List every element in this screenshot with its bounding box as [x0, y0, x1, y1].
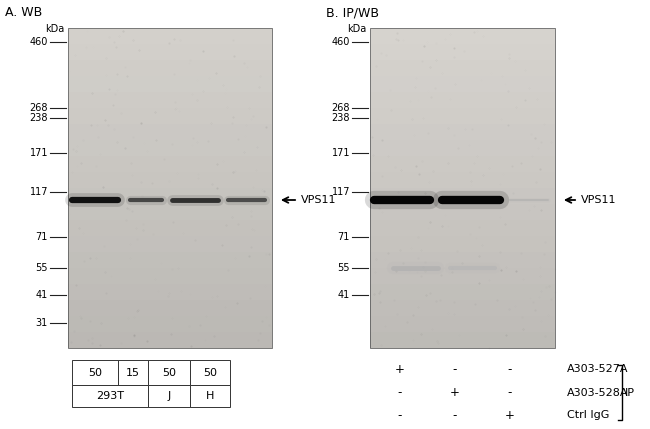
Text: 293T: 293T [96, 391, 124, 401]
Bar [370, 60, 555, 76]
Bar [370, 44, 555, 60]
Text: A303-527A: A303-527A [567, 365, 629, 375]
Bar [68, 92, 272, 108]
Text: -: - [508, 386, 512, 399]
Text: -: - [398, 409, 402, 422]
Bar [68, 140, 272, 156]
Text: A. WB: A. WB [5, 6, 42, 19]
Text: +: + [395, 363, 405, 376]
Text: 460: 460 [332, 37, 350, 47]
Text: -: - [453, 409, 457, 422]
Text: 41: 41 [338, 290, 350, 300]
Bar [190, 385, 230, 407]
Text: 71: 71 [337, 232, 350, 242]
Bar [68, 236, 272, 252]
Bar [370, 220, 555, 236]
Bar [68, 76, 272, 92]
Text: Ctrl IgG: Ctrl IgG [567, 411, 610, 420]
Bar [148, 385, 190, 407]
Text: 15: 15 [126, 368, 140, 378]
Text: +: + [450, 386, 460, 399]
Bar [370, 300, 555, 316]
Text: 238: 238 [332, 113, 350, 123]
Bar [68, 156, 272, 172]
Bar [370, 156, 555, 172]
Bar [68, 252, 272, 268]
Text: +: + [505, 409, 515, 422]
Text: 268: 268 [332, 103, 350, 113]
Bar [190, 360, 230, 385]
Bar [370, 140, 555, 156]
Text: -: - [453, 363, 457, 376]
Bar [68, 44, 272, 60]
Bar [118, 360, 148, 385]
Bar [370, 28, 555, 348]
Bar [370, 204, 555, 220]
Text: 41: 41 [36, 290, 48, 300]
Text: 31: 31 [36, 318, 48, 328]
Bar [68, 124, 272, 140]
Bar [68, 284, 272, 300]
Text: 171: 171 [332, 148, 350, 158]
Text: B. IP/WB: B. IP/WB [326, 6, 380, 19]
Bar [68, 28, 272, 348]
Bar [370, 332, 555, 348]
Bar [370, 252, 555, 268]
Text: kDa: kDa [346, 24, 366, 34]
Text: J: J [168, 391, 170, 401]
Text: VPS11: VPS11 [301, 195, 337, 205]
Bar [370, 284, 555, 300]
Text: 117: 117 [332, 187, 350, 197]
Bar [68, 316, 272, 332]
Bar [68, 332, 272, 348]
Bar [370, 268, 555, 284]
Bar [72, 360, 118, 385]
Text: kDa: kDa [45, 24, 64, 34]
Bar [370, 28, 555, 44]
Bar [370, 172, 555, 188]
Bar [148, 360, 190, 385]
Bar [370, 124, 555, 140]
Bar [370, 188, 555, 204]
Text: 50: 50 [203, 368, 217, 378]
Text: 268: 268 [29, 103, 48, 113]
Text: 71: 71 [36, 232, 48, 242]
Text: 117: 117 [29, 187, 48, 197]
Text: -: - [508, 363, 512, 376]
Bar [370, 108, 555, 124]
Text: H: H [206, 391, 215, 401]
Bar [370, 236, 555, 252]
Bar [68, 172, 272, 188]
Text: 50: 50 [88, 368, 102, 378]
Text: A303-528A: A303-528A [567, 387, 629, 398]
Text: 50: 50 [162, 368, 176, 378]
Bar [68, 60, 272, 76]
Bar [68, 220, 272, 236]
Text: 55: 55 [36, 263, 48, 273]
Bar [72, 385, 148, 407]
Text: -: - [398, 386, 402, 399]
Bar [370, 76, 555, 92]
Bar [68, 188, 272, 204]
Bar [370, 316, 555, 332]
Text: VPS11: VPS11 [581, 195, 617, 205]
Text: IP: IP [625, 387, 634, 398]
Text: 171: 171 [29, 148, 48, 158]
Bar [370, 92, 555, 108]
Bar [68, 268, 272, 284]
Bar [68, 204, 272, 220]
Bar [68, 108, 272, 124]
Text: 55: 55 [337, 263, 350, 273]
Text: 238: 238 [29, 113, 48, 123]
Text: 460: 460 [30, 37, 48, 47]
Bar [68, 300, 272, 316]
Bar [68, 28, 272, 44]
